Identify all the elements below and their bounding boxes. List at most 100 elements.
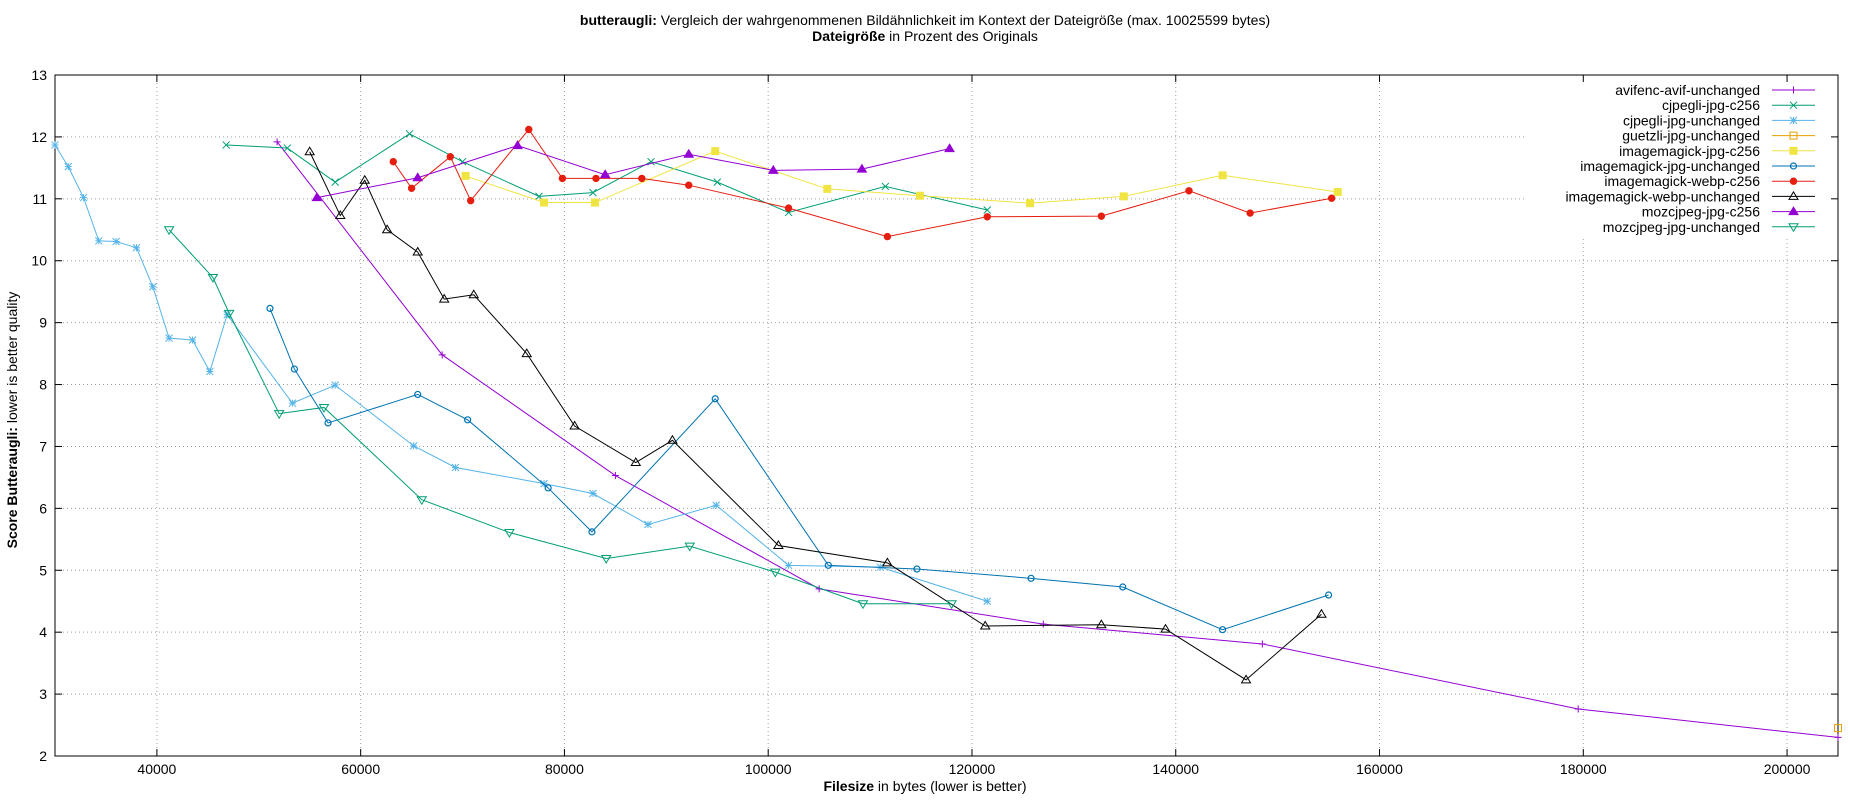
data-point: [438, 293, 450, 303]
series-line: [226, 133, 988, 213]
chart-title: butteraugli: Vergleich der wahrgenommene…: [579, 12, 1271, 28]
data-point: [331, 178, 340, 186]
data-point: [883, 232, 892, 241]
data-point: [311, 192, 323, 202]
data-point: [359, 174, 371, 184]
data-point: [784, 204, 793, 212]
data-point: [857, 600, 869, 610]
x-tick-label: 160000: [1356, 761, 1403, 777]
series-line: [276, 141, 1839, 738]
data-point: [412, 172, 424, 182]
data-point: [51, 141, 59, 149]
series-avifenc-avif-unchanged: [273, 138, 1842, 741]
data-point: [464, 416, 472, 424]
data-point: [1324, 591, 1333, 599]
data-point: [331, 381, 340, 390]
data-point: [1097, 212, 1106, 220]
data-point: [222, 141, 231, 149]
data-point: [590, 198, 599, 207]
data-point: [599, 169, 611, 179]
data-point: [389, 157, 397, 166]
legend-label: imagemagick-webp-unchanged: [1565, 188, 1760, 204]
series-line: [465, 150, 1338, 204]
data-point: [290, 365, 299, 373]
data-point: [946, 600, 957, 610]
data-point: [824, 561, 832, 569]
series-line: [54, 144, 988, 602]
data-point: [881, 182, 890, 191]
data-point: [983, 597, 992, 606]
y-axis-label: Score Butteraugli: lower is better quali…: [4, 291, 20, 549]
series-imagemagick-jpg-c256: [461, 147, 1342, 208]
series-imagemagick-webp-unchanged: [304, 146, 1327, 684]
data-point: [409, 441, 418, 450]
series-mozcjpeg-jpg-c256: [311, 140, 955, 202]
x-axis: 40000 60000 80000 100000 120000 140000 160000 1…: [137, 75, 1811, 777]
data-point: [667, 434, 678, 444]
legend-label: imagemagick-jpg-unchanged: [1580, 158, 1760, 174]
data-point: [283, 144, 292, 152]
data-point: [592, 174, 600, 183]
legend-marker: [1789, 177, 1798, 185]
y-tick-label: 11: [32, 191, 47, 207]
plot-frame: [54, 74, 1839, 757]
data-point: [461, 171, 470, 180]
data-point: [944, 143, 955, 153]
series-line: [168, 229, 952, 605]
data-point: [823, 184, 832, 193]
data-point: [512, 140, 523, 150]
legend-marker: [1788, 223, 1799, 233]
data-point: [712, 501, 721, 510]
legend-label: imagemagick-jpg-c256: [1619, 143, 1760, 159]
data-point: [1240, 674, 1252, 684]
legend-marker: [1788, 190, 1799, 200]
y-tick-label: 6: [39, 500, 47, 516]
x-axis-label: Filesize in bytes (lower is better): [823, 778, 1027, 794]
data-point: [1026, 199, 1035, 208]
data-point: [769, 568, 781, 578]
data-point: [589, 489, 597, 498]
y-tick-label: 12: [31, 129, 47, 145]
data-point: [468, 289, 480, 299]
data-point: [412, 246, 424, 256]
y-tick-label: 13: [31, 67, 47, 83]
x-tick-label: 200000: [1764, 761, 1811, 777]
data-point: [979, 620, 991, 630]
data-point: [1095, 619, 1107, 629]
data-point: [273, 410, 285, 420]
data-point: [589, 188, 597, 197]
data-point: [773, 540, 784, 550]
series-line: [392, 128, 1332, 238]
data-point: [1119, 583, 1127, 591]
data-point: [630, 457, 642, 467]
data-point: [711, 147, 720, 156]
data-point: [684, 542, 696, 552]
x-tick-label: 100000: [745, 761, 792, 777]
grid: [55, 75, 1838, 756]
legend-marker: [1789, 146, 1798, 155]
data-point: [324, 419, 332, 427]
data-point: [856, 163, 868, 173]
chart-subtitle: Dateigröße in Prozent des Originals: [812, 28, 1038, 44]
y-axis: 2 3 4 5 6 7 8 9 10 11 12 13: [31, 67, 1838, 764]
legend-marker: [1790, 86, 1797, 94]
data-point: [711, 395, 719, 403]
data-point: [132, 243, 141, 252]
x-tick-label: 120000: [949, 761, 996, 777]
series-mozcjpeg-jpg-unchanged: [163, 226, 957, 610]
x-tick-label: 80000: [545, 761, 584, 777]
data-point: [318, 403, 330, 413]
data-point: [1258, 640, 1266, 648]
data-point: [438, 351, 446, 359]
y-tick-label: 5: [39, 562, 47, 578]
data-point: [1327, 194, 1336, 202]
data-point: [1218, 171, 1227, 180]
data-point: [913, 565, 921, 573]
data-point: [644, 520, 652, 529]
data-point: [273, 138, 281, 146]
y-tick-label: 7: [39, 438, 47, 454]
legend-label: imagemagick-webp-c256: [1604, 173, 1760, 189]
data-point: [112, 237, 120, 246]
data-point: [206, 367, 214, 376]
legend-marker: [1789, 162, 1798, 170]
